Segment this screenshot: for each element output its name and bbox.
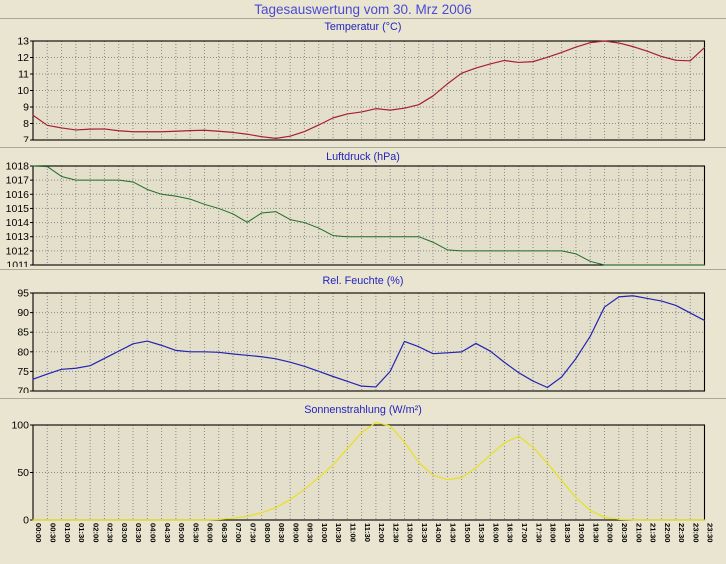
svg-text:09:00: 09:00	[291, 523, 300, 542]
svg-text:20:30: 20:30	[620, 523, 629, 542]
svg-text:0: 0	[23, 515, 29, 527]
svg-text:21:00: 21:00	[634, 523, 643, 542]
svg-text:15:00: 15:00	[463, 523, 472, 542]
svg-text:18:30: 18:30	[563, 523, 572, 542]
svg-text:00:00: 00:00	[34, 523, 43, 542]
svg-text:04:00: 04:00	[148, 523, 157, 542]
svg-text:15:30: 15:30	[477, 523, 486, 542]
svg-text:08:00: 08:00	[263, 523, 272, 542]
svg-text:13:00: 13:00	[406, 523, 415, 542]
svg-text:00:30: 00:30	[48, 523, 57, 542]
svg-text:20:00: 20:00	[606, 523, 615, 542]
svg-text:17:00: 17:00	[520, 523, 529, 542]
svg-text:02:30: 02:30	[106, 523, 115, 542]
svg-text:12:00: 12:00	[377, 523, 386, 542]
svg-text:23:30: 23:30	[706, 523, 715, 542]
svg-text:14:00: 14:00	[434, 523, 443, 542]
svg-text:18:00: 18:00	[549, 523, 558, 542]
svg-text:11:00: 11:00	[349, 523, 358, 542]
svg-text:14:30: 14:30	[449, 523, 458, 542]
svg-text:100: 100	[11, 420, 29, 432]
svg-text:07:00: 07:00	[234, 523, 243, 542]
svg-text:09:30: 09:30	[306, 523, 315, 542]
svg-text:08:30: 08:30	[277, 523, 286, 542]
svg-text:05:30: 05:30	[191, 523, 200, 542]
svg-text:05:00: 05:00	[177, 523, 186, 542]
svg-text:11:30: 11:30	[363, 523, 372, 542]
svg-text:02:00: 02:00	[91, 523, 100, 542]
svg-text:21:30: 21:30	[649, 523, 658, 542]
svg-text:06:30: 06:30	[220, 523, 229, 542]
svg-text:16:00: 16:00	[491, 523, 500, 542]
svg-text:07:30: 07:30	[249, 523, 258, 542]
svg-text:23:00: 23:00	[691, 523, 700, 542]
svg-text:50: 50	[17, 467, 29, 479]
svg-text:01:30: 01:30	[77, 523, 86, 542]
svg-text:04:30: 04:30	[163, 523, 172, 542]
svg-text:22:00: 22:00	[663, 523, 672, 542]
svg-text:22:30: 22:30	[677, 523, 686, 542]
svg-text:03:30: 03:30	[134, 523, 143, 542]
svg-text:03:00: 03:00	[120, 523, 129, 542]
svg-text:12:30: 12:30	[391, 523, 400, 542]
svg-text:10:30: 10:30	[334, 523, 343, 542]
svg-text:19:00: 19:00	[577, 523, 586, 542]
svg-text:16:30: 16:30	[506, 523, 515, 542]
svg-text:13:30: 13:30	[420, 523, 429, 542]
svg-text:10:00: 10:00	[320, 523, 329, 542]
svg-text:01:00: 01:00	[63, 523, 72, 542]
svg-text:06:00: 06:00	[206, 523, 215, 542]
svg-text:19:30: 19:30	[591, 523, 600, 542]
svg-text:17:30: 17:30	[534, 523, 543, 542]
